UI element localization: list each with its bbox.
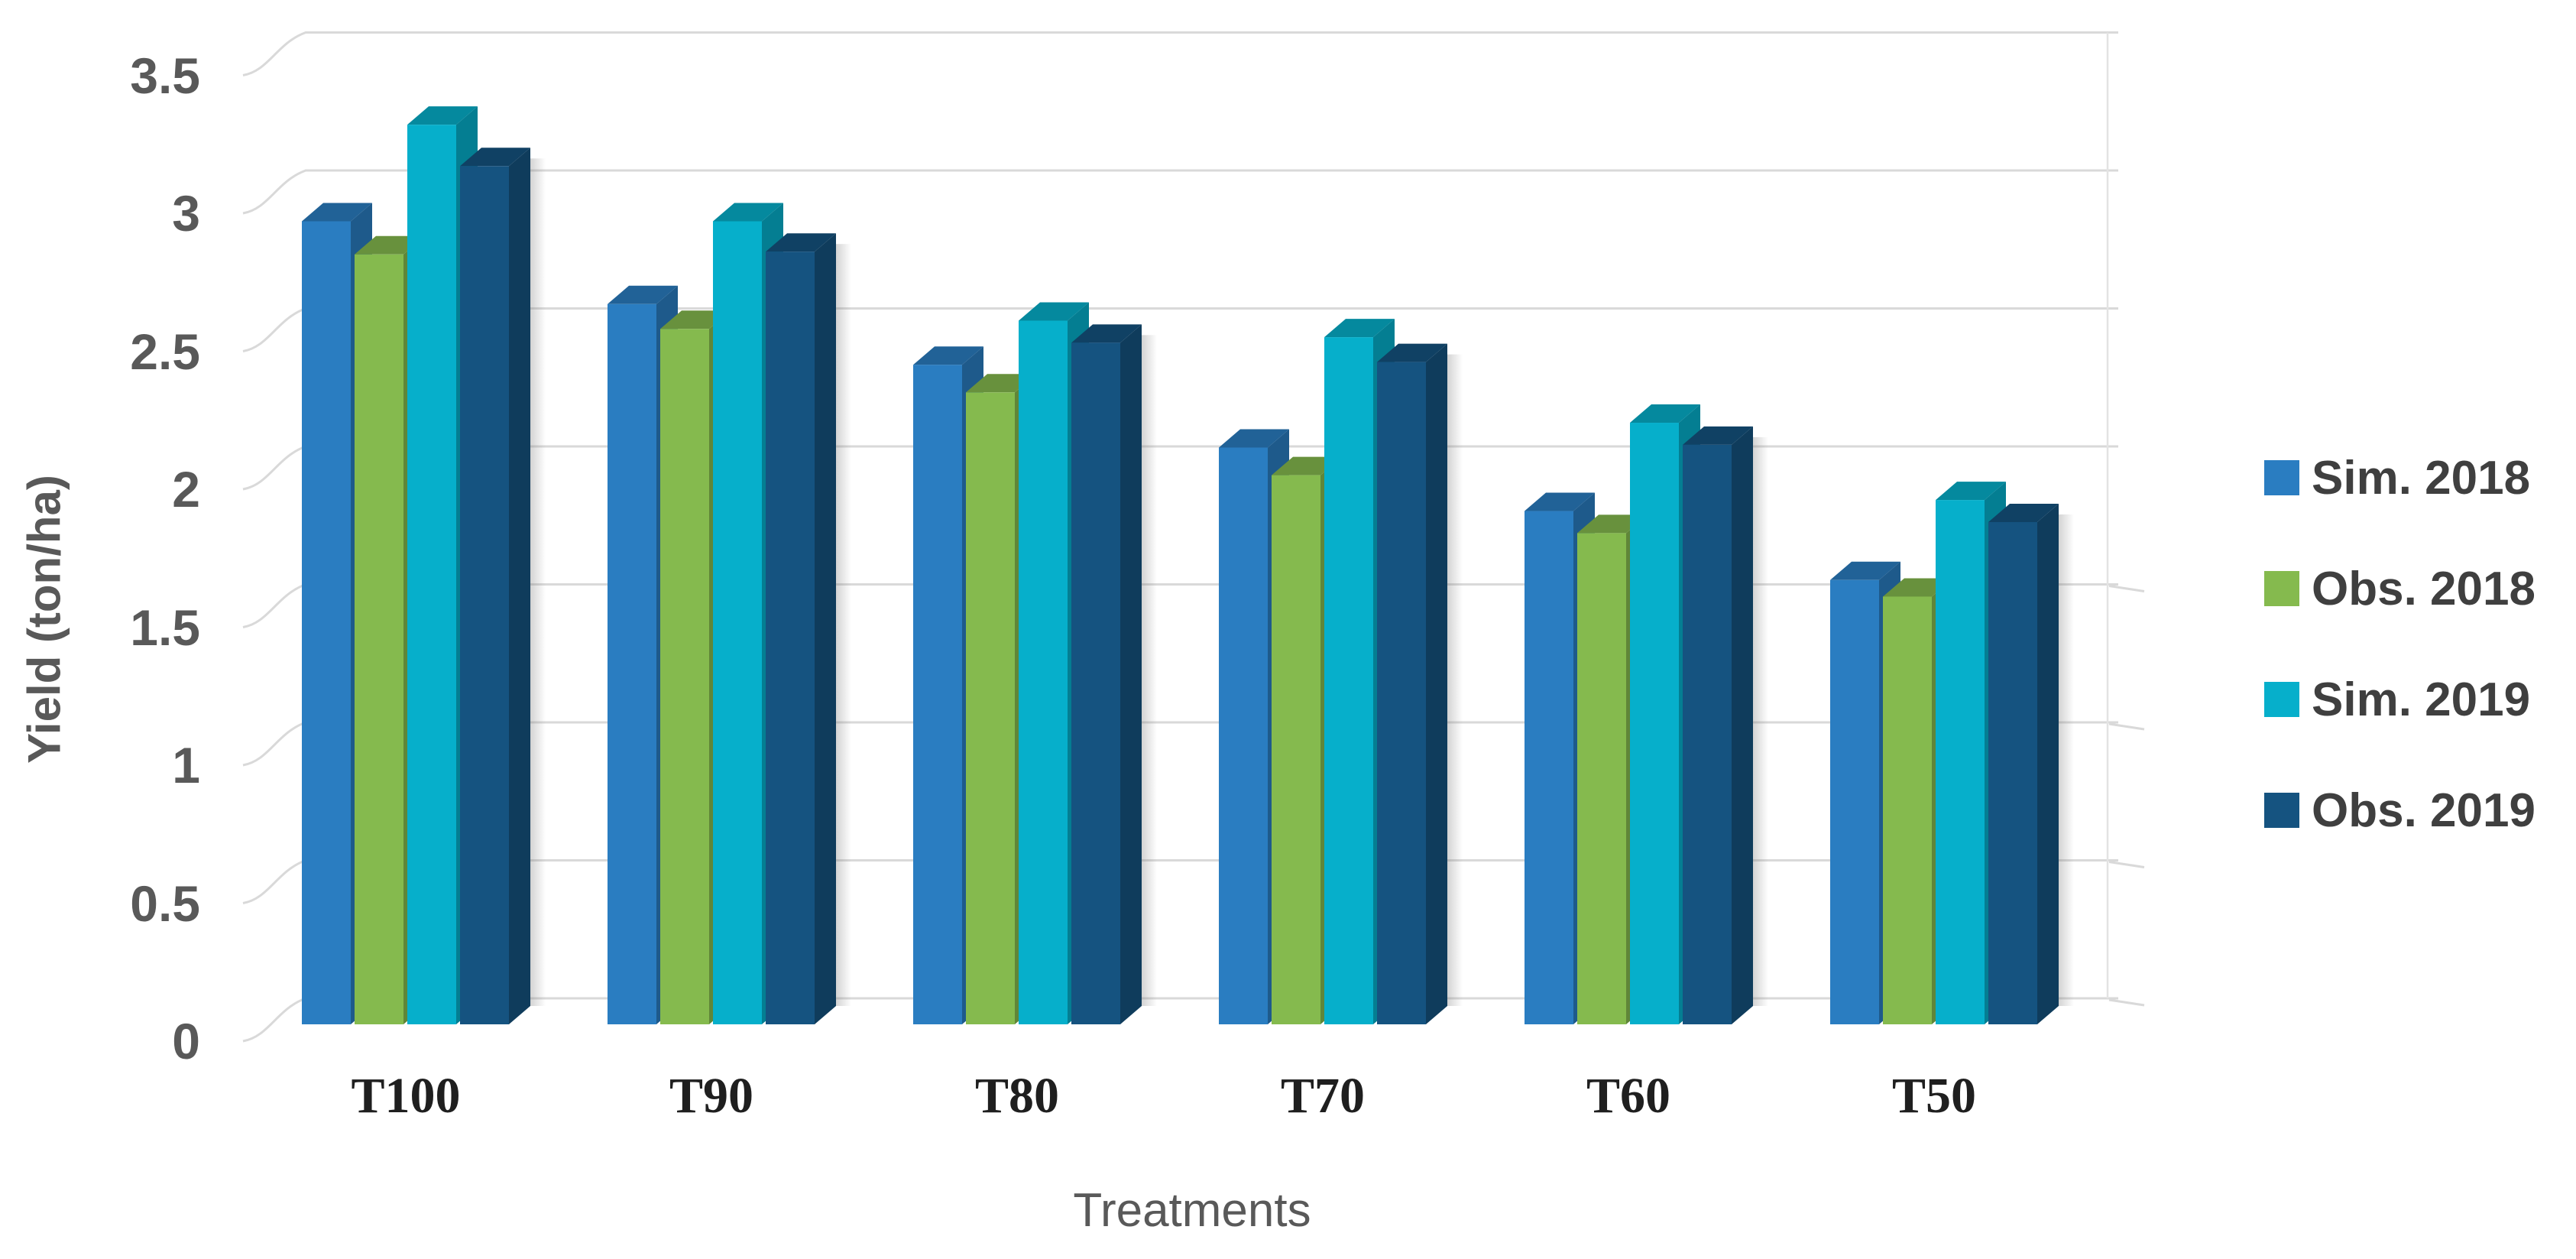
bar-front-face xyxy=(355,254,403,1024)
bar-side-face xyxy=(1426,343,1447,1025)
bar-top-face xyxy=(407,106,478,125)
gridline-side-stub xyxy=(2108,998,2145,1007)
bar-top-face xyxy=(302,203,372,222)
legend-item-obs-2018: Obs. 2018 xyxy=(2264,561,2535,616)
bar-top-face xyxy=(608,285,678,304)
bar-group-shadow xyxy=(1753,436,1768,1006)
bar-group-shadow xyxy=(1142,335,1157,1007)
gridline-3.5 xyxy=(242,31,2118,76)
bar-t80-obs-2019 xyxy=(1071,324,1157,1025)
bar-top-face xyxy=(1019,302,1089,321)
bar-top-face xyxy=(913,346,983,365)
x-category-label-t100: T100 xyxy=(351,1068,461,1124)
bar-t50-obs-2019 xyxy=(1988,503,2074,1024)
bar-front-face xyxy=(1936,500,1985,1024)
legend-item-obs-2019: Obs. 2019 xyxy=(2264,783,2535,838)
bar-front-face xyxy=(1324,337,1373,1024)
bar-side-face xyxy=(509,148,530,1024)
bar-group-shadow xyxy=(1447,354,1463,1007)
y-tick-label-0: 0 xyxy=(172,1013,200,1069)
bar-top-face xyxy=(460,148,530,167)
bar-side-face xyxy=(815,233,836,1025)
gridline-side-stub xyxy=(2108,861,2145,868)
bar-t70-obs-2019 xyxy=(1377,343,1463,1025)
bar-group-shadow xyxy=(2059,514,2074,1006)
bar-side-face xyxy=(1120,324,1142,1025)
gridline-side-stub xyxy=(2108,585,2145,592)
legend-label-obs-2019: Obs. 2019 xyxy=(2312,784,2535,837)
bar-front-face xyxy=(1272,475,1320,1024)
bar-front-face xyxy=(608,303,656,1024)
legend-label-obs-2018: Obs. 2018 xyxy=(2312,562,2535,615)
legend-swatch-obs-2018 xyxy=(2264,571,2299,606)
legend-swatch-obs-2019 xyxy=(2264,793,2299,828)
bar-front-face xyxy=(302,221,351,1024)
bar-front-face xyxy=(913,365,962,1025)
bar-t90-obs-2019 xyxy=(766,233,851,1025)
bar-top-face xyxy=(766,233,836,252)
bar-top-face xyxy=(1630,404,1700,423)
bar-front-face xyxy=(1219,447,1268,1024)
bar-front-face xyxy=(1988,521,2037,1024)
legend-item-sim-2018: Sim. 2018 xyxy=(2264,450,2530,505)
legend-swatch-sim-2018 xyxy=(2264,460,2299,495)
bar-front-face xyxy=(1630,423,1679,1024)
x-category-label-t80: T80 xyxy=(974,1068,1060,1124)
y-tick-label-1-5: 1.5 xyxy=(130,599,200,656)
bar-top-face xyxy=(1830,561,1900,580)
bar-t100-obs-2019 xyxy=(460,148,546,1024)
y-tick-label-3-5: 3.5 xyxy=(130,47,200,104)
legend-label-sim-2019: Sim. 2019 xyxy=(2312,673,2531,726)
bar-top-face xyxy=(1525,492,1595,511)
bar-front-face xyxy=(1377,362,1426,1025)
bar-front-face xyxy=(1019,320,1068,1024)
bar-top-face xyxy=(1377,343,1447,362)
bar-front-face xyxy=(766,251,815,1024)
bar-front-face xyxy=(1525,511,1573,1024)
y-tick-label-3: 3 xyxy=(172,185,200,242)
bar-group-shadow xyxy=(836,244,851,1006)
bar-front-face xyxy=(1883,596,1932,1024)
bar-front-face xyxy=(1071,342,1120,1025)
bar-front-face xyxy=(1683,444,1732,1024)
legend-label-sim-2018: Sim. 2018 xyxy=(2312,451,2531,505)
bar-front-face xyxy=(660,329,709,1024)
y-tick-label-0-5: 0.5 xyxy=(130,874,200,932)
gridline-3 xyxy=(242,169,2118,215)
x-category-label-t90: T90 xyxy=(669,1068,754,1124)
x-category-label-t60: T60 xyxy=(1586,1068,1671,1124)
y-tick-label-2-5: 2.5 xyxy=(130,323,200,380)
bar-top-face xyxy=(1324,319,1395,338)
x-axis-title: Treatments xyxy=(1073,1184,1311,1237)
bar-front-face xyxy=(713,221,762,1024)
gridline-side-stub xyxy=(2108,722,2145,731)
bar-top-face xyxy=(1071,324,1142,343)
bar-top-face xyxy=(1988,503,2059,522)
x-category-label-t70: T70 xyxy=(1280,1068,1366,1124)
y-tick-label-1: 1 xyxy=(172,737,200,793)
bar-top-face xyxy=(1683,426,1753,445)
bar-side-face xyxy=(1732,426,1753,1024)
bar-top-face xyxy=(1219,429,1289,448)
bar-front-face xyxy=(407,125,456,1024)
x-category-label-t50: T50 xyxy=(1891,1068,1977,1124)
y-tick-label-2: 2 xyxy=(172,461,200,518)
bar-front-face xyxy=(1830,579,1879,1024)
bar-top-face xyxy=(713,203,783,222)
bar-side-face xyxy=(2037,503,2059,1024)
bar-front-face xyxy=(460,166,509,1024)
bar-top-face xyxy=(1936,482,2006,501)
bar-front-face xyxy=(1577,533,1626,1024)
bar-t60-obs-2019 xyxy=(1683,426,1768,1024)
bar-front-face xyxy=(966,392,1015,1024)
legend-swatch-sim-2019 xyxy=(2264,682,2299,717)
legend-item-sim-2019: Sim. 2019 xyxy=(2264,672,2530,727)
bar-group-shadow xyxy=(530,158,546,1006)
